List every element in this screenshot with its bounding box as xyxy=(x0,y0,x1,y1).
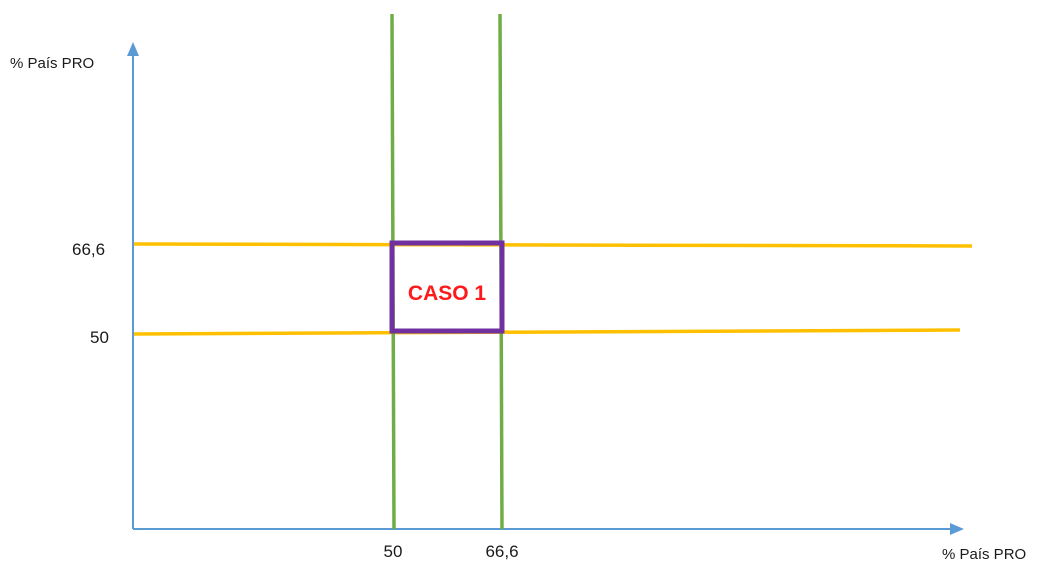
y-axis-label: % País PRO xyxy=(10,55,94,72)
horizontal-line-66-6 xyxy=(133,242,973,248)
y-tick-50: 50 xyxy=(90,328,109,347)
region-box xyxy=(389,240,505,334)
region-label: CASO 1 xyxy=(408,282,487,305)
x-axis-label: % País PRO xyxy=(942,546,1026,563)
y-tick-66-6: 66,6 xyxy=(72,240,105,259)
x-tick-66-6: 66,6 xyxy=(485,542,518,561)
horizontal-line-50 xyxy=(133,328,961,336)
x-tick-50: 50 xyxy=(384,542,403,561)
